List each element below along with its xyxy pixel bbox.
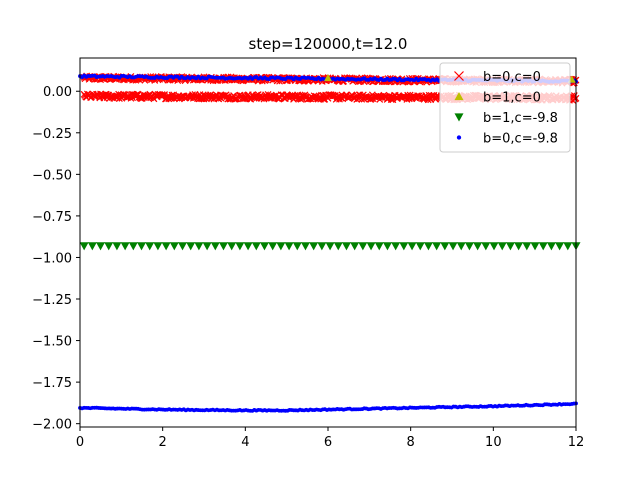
data-point-b1-c-9.8 [440,242,450,251]
data-point-b1-c-9.8 [464,242,474,251]
data-point-b1-c-9.8 [407,242,417,251]
data-point-b1-c-9.8 [530,242,540,251]
data-point-b1-c-9.8 [169,242,179,251]
data-point-b1-c-9.8 [341,242,351,251]
data-point-b1-c-9.8 [432,242,442,251]
data-point-b1-c-9.8 [243,242,253,251]
data-point-b1-c-9.8 [300,242,310,251]
data-point-b1-c-9.8 [481,242,491,251]
data-point-b1-c-9.8 [210,242,220,251]
data-point-b1-c-9.8 [259,242,269,251]
data-point-b1-c-9.8 [325,242,335,251]
data-point-b1-c-9.8 [120,242,130,251]
data-layer [78,72,581,413]
data-point-b1-c-9.8 [473,242,483,251]
legend-box [439,62,571,153]
data-point-b1-c-9.8 [96,242,106,251]
data-point-b1-c-9.8 [563,242,573,251]
data-point-b1-c-9.8 [292,242,302,251]
data-point-b1-c-9.8 [382,242,392,251]
y-tick-label: −0.75 [32,210,72,225]
data-point-b1-c-9.8 [251,242,261,251]
data-point-b1-c-9.8 [194,242,204,251]
data-point-b1-c-9.8 [358,242,368,251]
data-point-b1-c-9.8 [79,242,89,251]
legend-marker [454,71,464,81]
data-point-b1-c-9.8 [350,242,360,251]
data-point-b1-c-9.8 [227,242,237,251]
data-point-b1-c-9.8 [415,242,425,251]
data-point-b1-c-9.8 [128,242,138,251]
legend-label: b=0,c=0 [483,70,541,85]
legend-label: b=1,c=0 [483,91,541,106]
data-point-b1-c-9.8 [112,242,122,251]
data-point-b1-c-9.8 [309,242,319,251]
data-point-b1-c-9.8 [456,242,466,251]
data-point-b1-c-9.8 [546,242,556,251]
data-point-b1-c-9.8 [268,242,278,251]
x-tick-label: 2 [159,435,167,450]
data-point-b1-c-9.8 [202,242,212,251]
data-point-b1-c-9.8 [153,242,163,251]
x-tick-label: 8 [407,435,415,450]
data-point-b1-c-9.8 [555,242,565,251]
tick-layer: 0 2 4 6 8 10 12 0.00 −0.25 −0.50 −0.75 −1.00 −1.25 −1… [32,85,584,450]
data-point-b1-c-9.8 [538,242,548,251]
data-point-b1-c-9.8 [497,242,507,251]
y-tick-label: 0.00 [43,85,72,100]
data-point-b1-c-9.8 [218,242,228,251]
data-point-b1-c-9.8 [522,242,532,251]
data-point-b1-c-9.8 [235,242,245,251]
y-tick-label: −1.75 [32,376,72,391]
data-point-b1-c-9.8 [104,242,114,251]
data-point-b1-c-9.8 [333,242,343,251]
chart-title: step=120000,t=12.0 [249,35,408,53]
data-point-b1-c-9.8 [284,242,294,251]
data-point-b1-c-9.8 [423,242,433,251]
x-tick-label: 10 [485,435,502,450]
data-point-b1-c-9.8 [276,242,286,251]
legend-marker [456,135,462,140]
x-tick-label: 12 [568,435,585,450]
legend-label: b=1,c=-9.8 [483,111,558,126]
data-point-b1-c-9.8 [448,242,458,251]
y-tick-label: −0.25 [32,127,72,142]
legend-label: b=0,c=-9.8 [483,132,558,147]
legend: b=0,c=0 b=1,c=0 b=1,c=-9.8 b=0,c=-9.8 [439,62,571,153]
data-point-b1-c-9.8 [178,242,188,251]
data-point-b1-c-9.8 [489,242,499,251]
legend-marker [454,113,464,122]
data-point-b1-c-9.8 [145,242,155,251]
data-point-b1-c-9.8 [391,242,401,251]
data-point-b1-c-9.8 [505,242,515,251]
legend-marker [454,92,464,101]
y-tick-label: −1.00 [32,251,72,266]
x-tick-label: 6 [324,435,332,450]
data-point-b1-c-9.8 [366,242,376,251]
y-tick-label: −2.00 [32,418,72,433]
data-point-b1-c0 [324,73,332,82]
data-point-b1-c-9.8 [161,242,171,251]
data-point-b1-c-9.8 [399,242,409,251]
data-point-b1-c-9.8 [186,242,196,251]
data-point-b1-c-9.8 [137,242,147,251]
data-point-b1-c-9.8 [514,242,524,251]
y-tick-label: −1.25 [32,293,72,308]
data-point-b1-c-9.8 [317,242,327,251]
y-tick-label: −0.50 [32,168,72,183]
x-tick-label: 0 [76,435,84,450]
x-tick-label: 4 [241,435,249,450]
data-point-b1-c-9.8 [87,242,97,251]
data-point-b1-c-9.8 [374,242,384,251]
y-tick-label: −1.50 [32,335,72,350]
